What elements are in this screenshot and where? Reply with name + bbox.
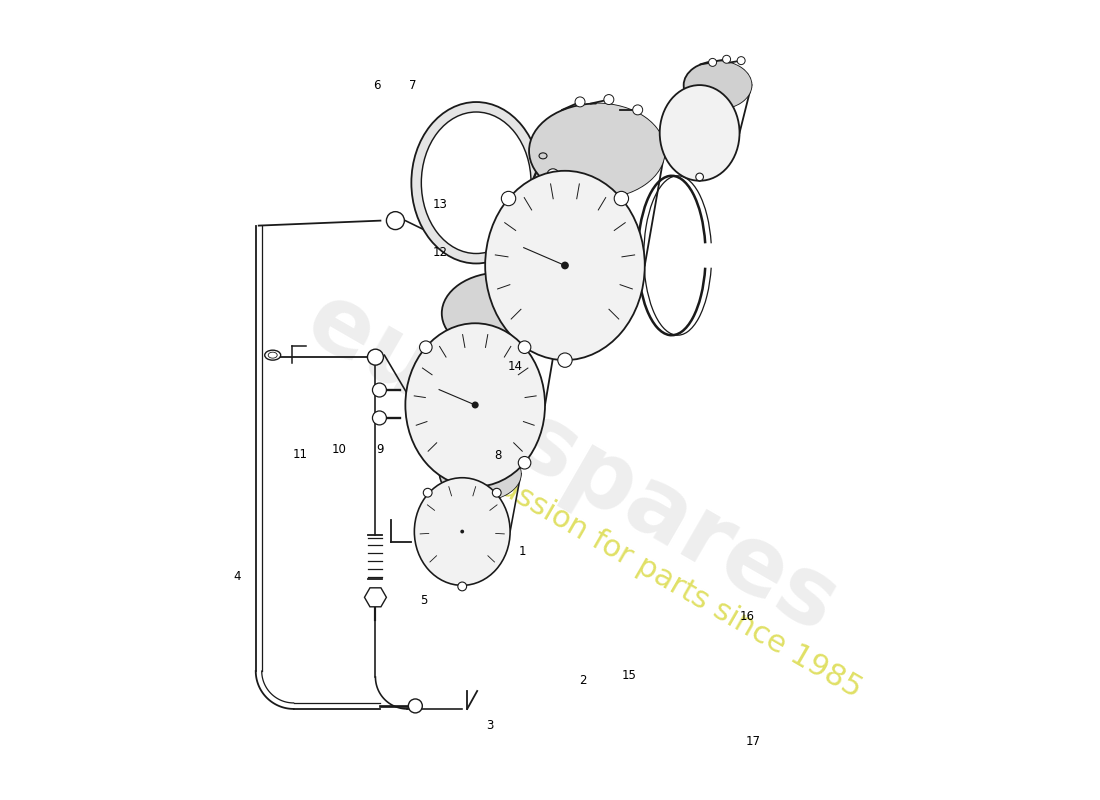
Circle shape: [419, 341, 432, 354]
Polygon shape: [364, 588, 386, 607]
Text: 7: 7: [409, 78, 417, 91]
Text: 11: 11: [293, 448, 307, 461]
Text: 16: 16: [740, 610, 755, 623]
Text: 12: 12: [432, 246, 448, 259]
Circle shape: [518, 341, 531, 354]
Ellipse shape: [440, 447, 521, 501]
Polygon shape: [700, 61, 751, 181]
Circle shape: [408, 699, 422, 713]
Circle shape: [424, 488, 432, 497]
Ellipse shape: [660, 85, 739, 181]
Circle shape: [373, 383, 386, 397]
Circle shape: [460, 530, 464, 534]
Circle shape: [558, 353, 572, 367]
Ellipse shape: [684, 61, 751, 109]
Circle shape: [547, 169, 559, 181]
Text: 13: 13: [432, 198, 448, 211]
Text: 6: 6: [373, 78, 381, 91]
Text: 9: 9: [376, 443, 384, 456]
Polygon shape: [475, 273, 560, 486]
Ellipse shape: [529, 103, 664, 198]
Circle shape: [604, 94, 614, 105]
Ellipse shape: [265, 350, 280, 360]
Ellipse shape: [539, 153, 547, 159]
Text: 8: 8: [495, 450, 502, 462]
Circle shape: [518, 457, 531, 469]
Ellipse shape: [421, 112, 531, 254]
Ellipse shape: [415, 478, 510, 586]
Text: 14: 14: [507, 360, 522, 373]
Ellipse shape: [406, 323, 544, 486]
Circle shape: [458, 582, 466, 591]
Circle shape: [367, 349, 384, 365]
Ellipse shape: [268, 352, 277, 358]
Circle shape: [373, 411, 386, 425]
Ellipse shape: [411, 102, 541, 263]
Circle shape: [708, 58, 716, 66]
Polygon shape: [462, 447, 521, 586]
Text: 1: 1: [519, 545, 526, 558]
Text: 17: 17: [746, 734, 760, 748]
Text: 2: 2: [580, 674, 586, 687]
Text: 5: 5: [420, 594, 428, 607]
Polygon shape: [565, 103, 664, 360]
Circle shape: [386, 212, 405, 230]
Circle shape: [562, 262, 569, 269]
Circle shape: [614, 191, 628, 206]
Text: a passion for parts since 1985: a passion for parts since 1985: [453, 447, 867, 703]
Ellipse shape: [442, 273, 561, 354]
Circle shape: [502, 191, 516, 206]
Text: 10: 10: [332, 443, 346, 456]
Text: eurospares: eurospares: [290, 274, 854, 653]
Ellipse shape: [485, 170, 645, 360]
Circle shape: [472, 402, 478, 408]
Circle shape: [737, 57, 745, 65]
Circle shape: [493, 488, 502, 497]
Circle shape: [575, 97, 585, 107]
Circle shape: [632, 105, 642, 115]
Text: 4: 4: [233, 570, 241, 583]
Circle shape: [696, 173, 704, 181]
Text: 15: 15: [621, 669, 637, 682]
Text: 3: 3: [486, 718, 493, 732]
Circle shape: [723, 55, 730, 63]
